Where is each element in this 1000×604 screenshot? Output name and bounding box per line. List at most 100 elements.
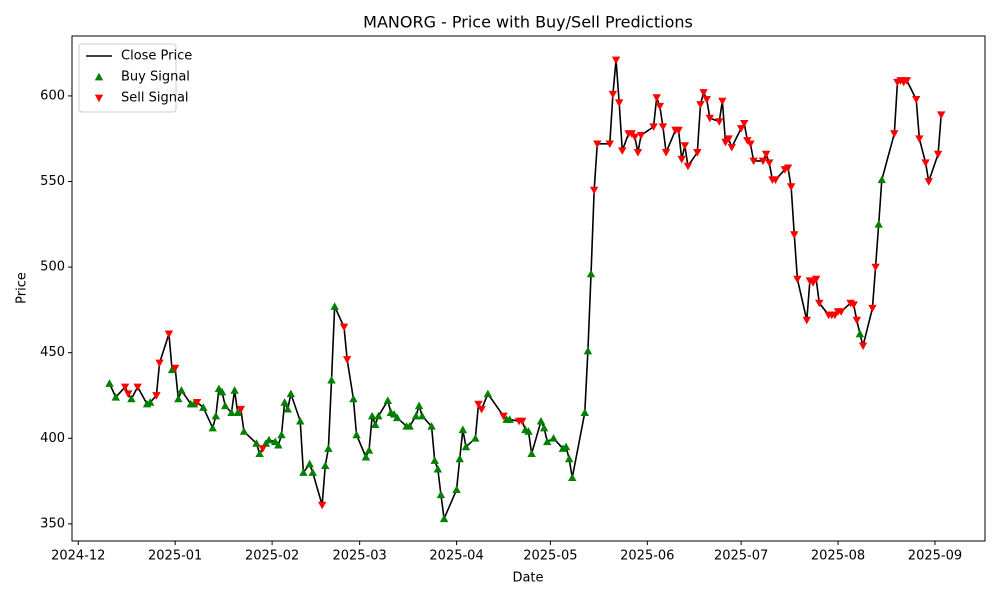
sell-marker: [630, 133, 640, 142]
buy-marker: [305, 459, 314, 468]
legend-label: Buy Signal: [121, 70, 190, 85]
buy-marker: [177, 386, 186, 394]
buy-marker: [233, 408, 242, 416]
sell-marker: [937, 111, 946, 119]
y-axis-label: Price: [15, 272, 30, 304]
buy-marker: [264, 435, 274, 444]
sell-marker: [871, 263, 880, 272]
sell-marker: [718, 97, 727, 106]
sell-marker: [652, 94, 661, 102]
sell-marker: [699, 89, 708, 97]
sell-marker: [765, 159, 774, 167]
buy-marker: [874, 220, 883, 228]
legend: Close Price Buy Signal Sell Signal: [78, 43, 192, 113]
sell-marker: [593, 140, 602, 149]
buy-marker: [221, 401, 230, 410]
sell-marker: [342, 356, 352, 364]
sell-marker: [124, 390, 133, 398]
x-tick-label: 2025-08: [811, 549, 865, 564]
buy-marker: [227, 408, 236, 416]
buy-marker: [199, 403, 208, 411]
sell-marker: [749, 157, 758, 166]
buy-marker: [321, 461, 330, 470]
y-tick-label: 550: [40, 174, 65, 189]
sell-marker: [605, 140, 614, 149]
buy-marker: [452, 485, 461, 494]
x-tick-label: 2025-07: [714, 549, 768, 564]
x-tick-label: 2025-02: [245, 549, 299, 564]
sell-marker: [815, 299, 824, 308]
sell-marker: [649, 123, 658, 131]
sell-marker: [696, 101, 705, 109]
sell-marker: [786, 183, 796, 191]
buy-marker: [230, 386, 239, 394]
buy-marker: [471, 434, 480, 442]
sell-marker: [761, 150, 771, 159]
buy-marker: [433, 464, 443, 473]
buy-marker: [189, 399, 199, 408]
sell-marker: [736, 125, 746, 133]
buy-marker: [274, 440, 283, 449]
sell-marker: [658, 123, 668, 131]
buy-marker: [524, 427, 533, 435]
sell-marker: [849, 301, 858, 309]
sell-marker: [170, 364, 180, 373]
buy-marker: [561, 442, 571, 451]
y-tick-label: 400: [40, 431, 65, 446]
buy-marker: [436, 490, 446, 499]
y-tick-label: 600: [40, 88, 65, 103]
buy-marker: [174, 394, 183, 403]
legend-label: Close Price: [121, 49, 192, 64]
buy-marker: [208, 423, 217, 432]
buy-marker: [427, 422, 436, 430]
sell-marker: [912, 95, 921, 104]
buy-marker: [280, 398, 289, 406]
chart-title: MANORG - Price with Buy/Sell Predictions: [363, 13, 693, 32]
buy-marker: [217, 387, 227, 396]
legend-swatch: [94, 72, 104, 81]
buy-marker: [455, 454, 464, 463]
sell-marker: [683, 162, 693, 171]
price-line: [108, 59, 943, 522]
buy-marker: [145, 398, 155, 406]
sell-marker: [858, 342, 868, 351]
y-tick-label: 500: [40, 260, 65, 275]
buy-marker: [111, 393, 120, 401]
buy-marker: [239, 427, 249, 435]
sell-marker: [783, 164, 793, 173]
sell-marker: [499, 412, 508, 421]
buy-marker: [527, 449, 536, 458]
sell-marker: [618, 147, 627, 155]
sell-marker: [890, 130, 899, 138]
buy-marker: [286, 389, 296, 398]
buy-marker: [505, 415, 514, 423]
sell-marker: [724, 135, 733, 143]
sell-marker: [477, 405, 486, 414]
buy-marker: [417, 411, 427, 420]
buy-marker: [549, 434, 558, 442]
sell-marker: [633, 149, 643, 157]
x-tick-label: 2025-06: [620, 549, 674, 564]
buy-marker: [580, 408, 589, 416]
buy-marker: [383, 396, 392, 404]
buy-marker: [439, 514, 449, 523]
buy-marker: [352, 430, 361, 439]
x-tick-label: 2025-09: [908, 549, 962, 564]
buy-marker: [483, 389, 493, 398]
sell-marker: [236, 405, 246, 414]
sell-marker: [120, 383, 130, 392]
buy-marker: [405, 422, 414, 430]
buy-marker: [430, 456, 439, 464]
sell-marker: [152, 392, 161, 400]
sell-marker: [702, 95, 711, 104]
x-tick-label: 2025-04: [429, 549, 483, 564]
buy-marker: [374, 411, 383, 420]
sell-marker: [758, 157, 768, 166]
sell-marker: [677, 155, 686, 164]
buy-marker: [364, 446, 374, 454]
sell-marker: [164, 330, 174, 339]
buy-marker: [252, 439, 261, 447]
buy-marker: [568, 473, 577, 482]
sell-marker: [924, 178, 933, 186]
sell-marker: [715, 118, 724, 126]
